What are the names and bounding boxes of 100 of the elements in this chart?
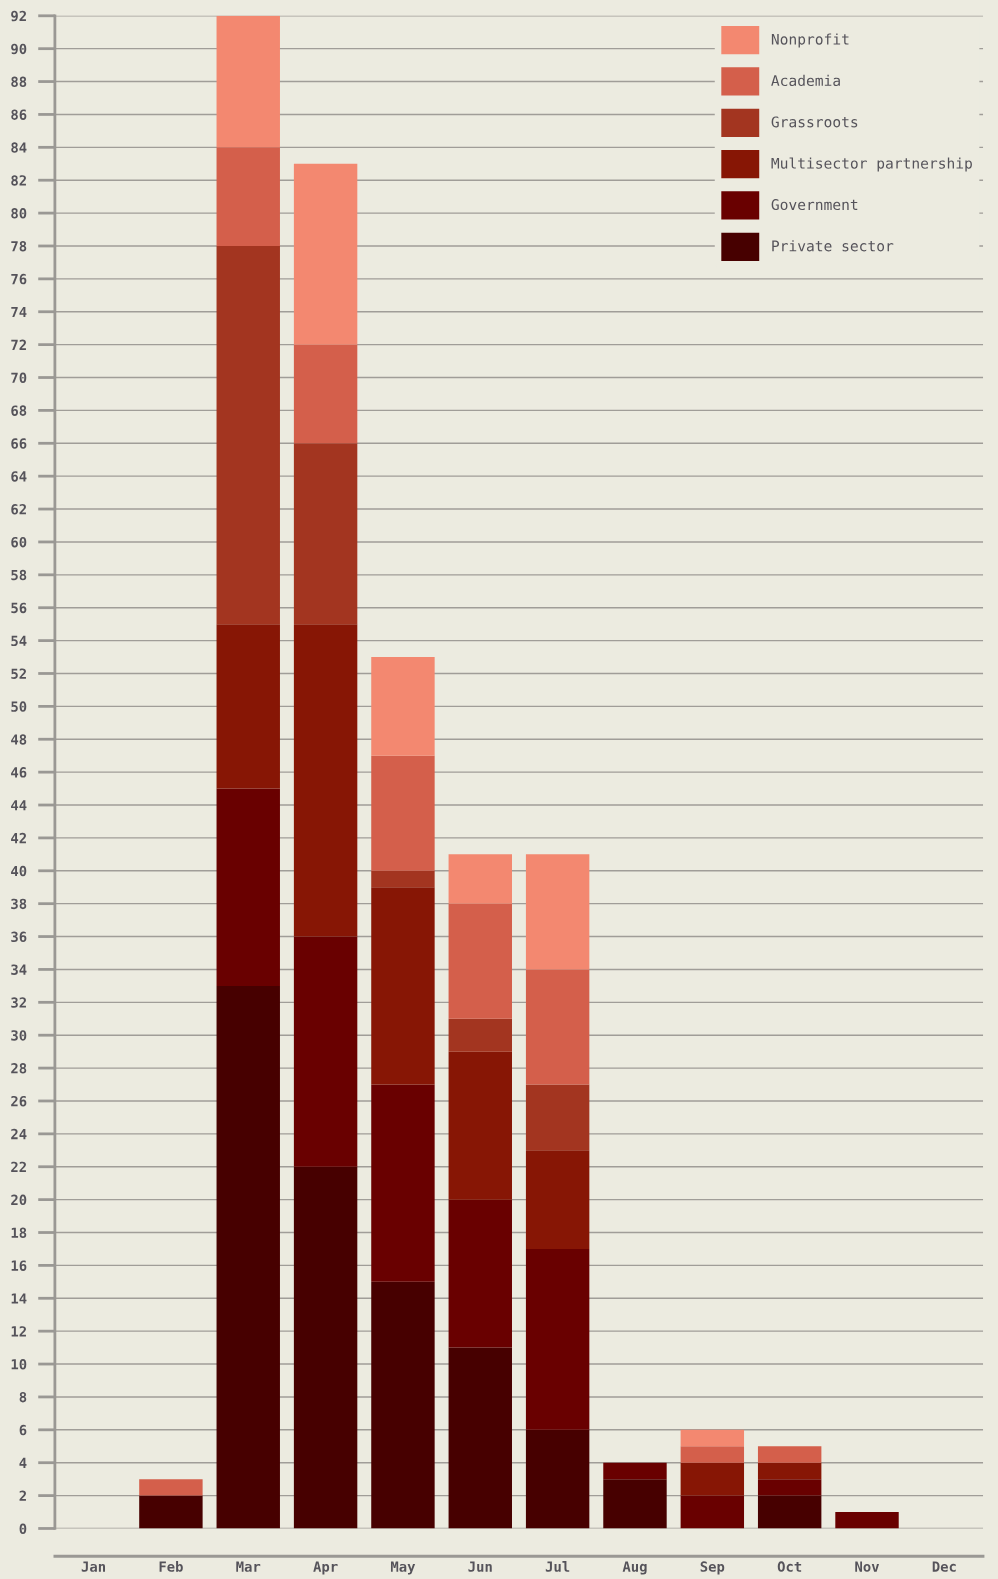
bar — [603, 1462, 667, 1480]
y-tick-label: 6 — [19, 1424, 27, 1436]
legend-label: Multisector partnership — [771, 157, 972, 172]
y-tick-label: 4 — [19, 1457, 27, 1468]
x-tick-label: Feb — [159, 1561, 183, 1572]
bar — [448, 903, 512, 1019]
y-tick-label: 0 — [19, 1523, 27, 1534]
y-tick-label: 30 — [11, 1030, 27, 1041]
legend-label: Grassroots — [771, 116, 858, 128]
x-tick-label: Dec — [932, 1561, 956, 1572]
x-tick-label: May — [390, 1561, 416, 1575]
bar — [216, 624, 280, 789]
y-tick-label: 56 — [11, 602, 27, 614]
y-tick-label: 78 — [11, 240, 27, 252]
y-tick-label: 68 — [11, 405, 27, 416]
bar — [525, 1084, 590, 1151]
bar — [293, 344, 358, 444]
y-tick-label: 36 — [11, 931, 27, 943]
y-tick-label: 24 — [11, 1128, 27, 1140]
bar — [293, 936, 358, 1167]
legend-label: Private sector — [772, 240, 894, 252]
y-tick-label: 18 — [11, 1227, 27, 1238]
bar — [216, 985, 280, 1529]
bar — [293, 163, 358, 345]
y-tick-label: 58 — [11, 569, 27, 581]
y-tick-label: 52 — [11, 668, 26, 679]
y-tick-label: 46 — [11, 767, 27, 778]
x-tick-label: Sep — [700, 1561, 725, 1575]
y-tick-label: 80 — [11, 208, 27, 219]
bar — [448, 1018, 512, 1052]
x-tick-label: Mar — [236, 1561, 261, 1572]
y-tick-label: 22 — [11, 1161, 26, 1173]
y-tick-label: 16 — [11, 1260, 27, 1271]
y-tick-label: 2 — [19, 1490, 26, 1501]
y-tick-label: 70 — [11, 372, 27, 383]
legend-label: Academia — [771, 74, 840, 87]
bar — [680, 1429, 745, 1447]
y-tick-label: 20 — [11, 1194, 27, 1206]
bar — [603, 1479, 667, 1529]
y-tick-label: 50 — [11, 701, 27, 712]
y-tick-label: 86 — [11, 109, 27, 120]
bar — [525, 1150, 590, 1249]
y-tick-label: 48 — [11, 734, 27, 745]
legend-label: Government — [771, 199, 858, 211]
y-tick-label: 72 — [11, 339, 26, 350]
y-tick-label: 66 — [11, 438, 27, 449]
y-tick-label: 82 — [11, 175, 26, 186]
x-tick-label: Nov — [855, 1561, 880, 1572]
bar — [139, 1479, 203, 1496]
y-tick-label: 10 — [11, 1359, 27, 1370]
bar — [448, 1199, 512, 1348]
bar — [757, 1462, 822, 1480]
bar — [525, 1429, 590, 1529]
x-tick-label: Oct — [777, 1561, 802, 1572]
bar — [371, 1281, 435, 1529]
y-tick-label: 28 — [11, 1063, 27, 1074]
y-tick-label: 54 — [11, 635, 27, 647]
y-tick-label: 90 — [11, 43, 27, 55]
y-tick-label: 60 — [11, 536, 27, 548]
bar — [371, 887, 435, 1085]
bar — [371, 1084, 435, 1282]
bar — [216, 15, 280, 148]
y-tick-label: 62 — [11, 504, 26, 515]
y-tick-label: 40 — [11, 865, 27, 877]
bar — [757, 1479, 822, 1496]
bar — [293, 1166, 358, 1529]
bar — [371, 870, 435, 888]
x-tick-label: Jun — [468, 1561, 492, 1572]
x-tick-label: Jul — [545, 1561, 570, 1572]
y-tick-label: 44 — [11, 800, 27, 811]
x-tick-label: Jan — [81, 1561, 106, 1572]
bar — [216, 788, 280, 986]
y-tick-label: 84 — [11, 142, 27, 153]
bar — [216, 147, 280, 246]
bar — [680, 1495, 745, 1529]
legend-label: Nonprofit — [771, 33, 849, 48]
bar — [525, 854, 590, 970]
bar — [757, 1446, 822, 1463]
y-tick-label: 74 — [11, 306, 27, 318]
bar — [216, 245, 280, 625]
y-tick-label: 76 — [11, 273, 27, 285]
bar — [680, 1446, 745, 1463]
bar — [293, 624, 358, 937]
bar — [525, 969, 590, 1085]
y-tick-label: 32 — [11, 997, 26, 1008]
bar — [139, 1495, 203, 1529]
bar — [757, 1495, 822, 1529]
y-tick-label: 92 — [11, 10, 26, 22]
bar — [371, 657, 435, 756]
bar — [293, 443, 358, 625]
y-tick-label: 38 — [11, 898, 27, 910]
x-tick-label: Aug — [622, 1561, 647, 1575]
bar — [525, 1248, 590, 1430]
bar — [448, 1051, 512, 1200]
bar — [835, 1512, 899, 1529]
y-tick-label: 8 — [19, 1391, 27, 1403]
y-tick-label: 14 — [11, 1293, 27, 1304]
y-tick-label: 26 — [11, 1095, 27, 1107]
bar — [448, 854, 512, 904]
y-tick-label: 88 — [11, 76, 27, 88]
